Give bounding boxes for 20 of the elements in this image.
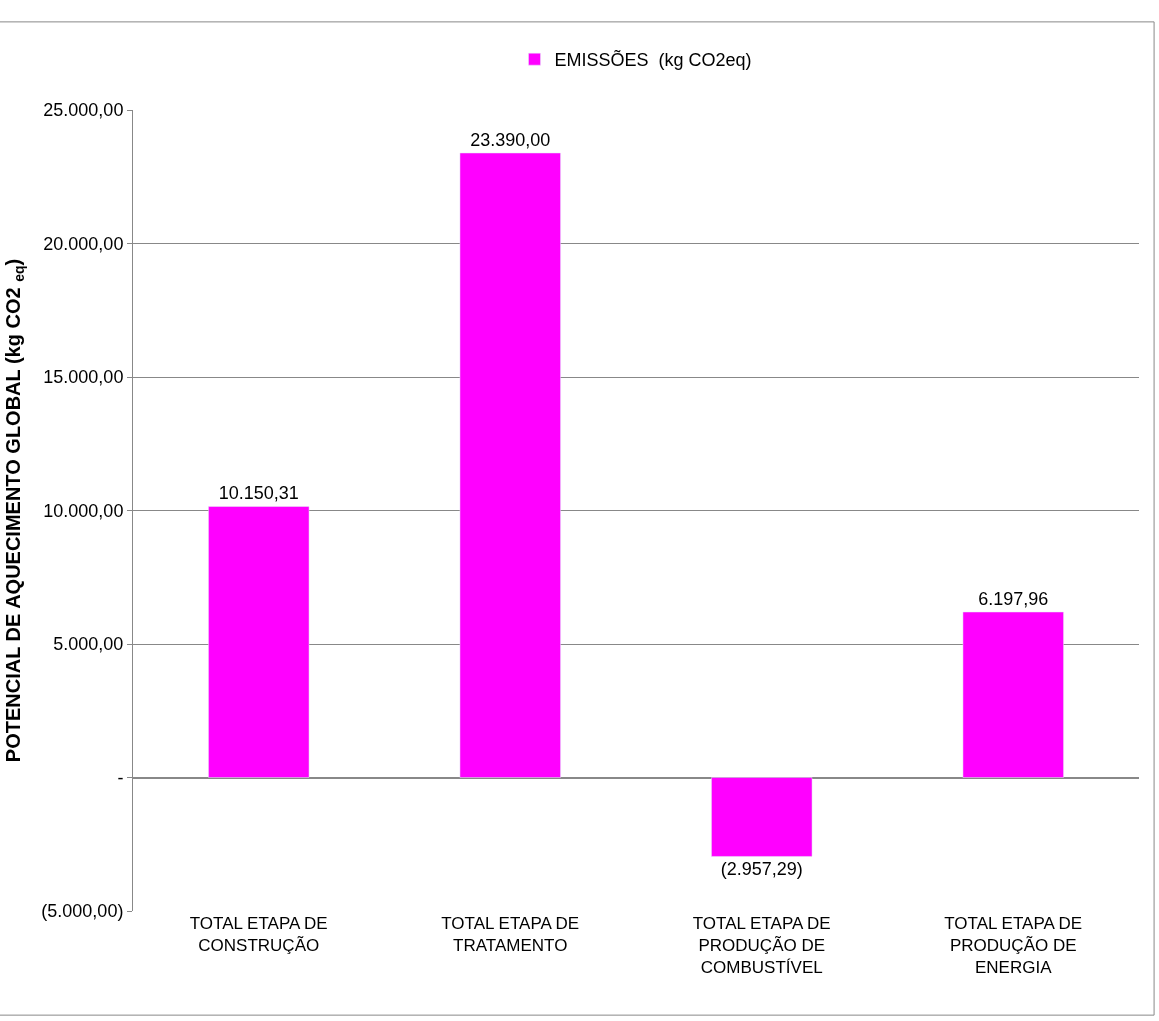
bar: [962, 611, 1064, 778]
y-tick-label: 20.000,00: [43, 233, 124, 254]
data-label: 23.390,00: [470, 129, 551, 150]
x-tick-label: TOTAL ETAPA DE TRATAMENTO: [441, 914, 580, 956]
x-tick-label: TOTAL ETAPA DE PRODUÇÃO DE ENERGIA: [944, 914, 1083, 978]
data-label: (2.957,29): [720, 859, 803, 880]
bar: [459, 152, 561, 778]
x-tick-label: TOTAL ETAPA DE CONSTRUÇÃO: [189, 914, 328, 956]
data-label: 6.197,96: [978, 589, 1049, 610]
bar: [711, 777, 813, 857]
y-tick-label: 15.000,00: [43, 367, 124, 388]
y-tick-label: 25.000,00: [43, 100, 124, 121]
y-tick-label: 5.000,00: [53, 634, 124, 655]
legend-label: EMISSÕES (kg CO2eq): [554, 49, 752, 71]
y-tick-label: -: [117, 767, 124, 788]
y-tick-label: (5.000,00): [41, 901, 124, 922]
data-label: 10.150,31: [218, 483, 299, 504]
y-tick-label: 10.000,00: [43, 500, 124, 521]
bar: [208, 506, 310, 778]
x-tick-label: TOTAL ETAPA DE PRODUÇÃO DE COMBUSTÍVEL: [692, 914, 831, 978]
